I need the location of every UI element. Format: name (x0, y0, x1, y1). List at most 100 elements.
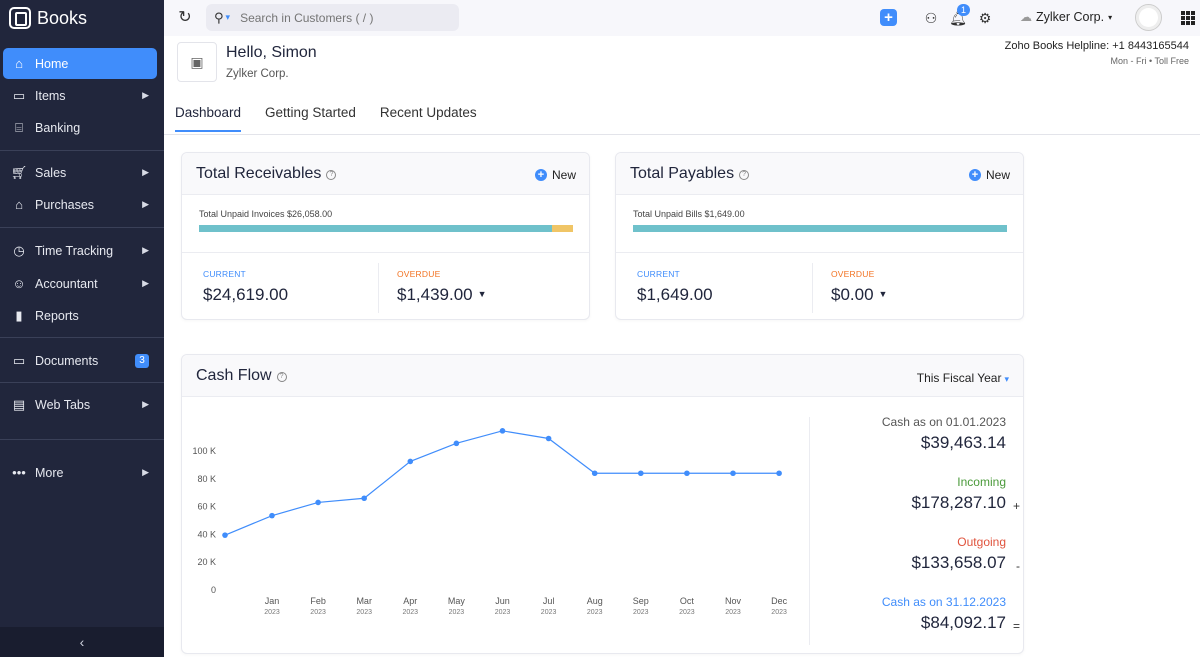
chevron-left-icon: ‹ (79, 634, 85, 650)
sidebar-item-label: Time Tracking (35, 243, 114, 258)
sidebar-item-time-tracking[interactable]: ◷ Time Tracking ▶ (3, 235, 157, 266)
chevron-right-icon: ▶ (142, 199, 149, 209)
y-tick-label: 100 K (192, 446, 216, 456)
sidebar-item-web-tabs[interactable]: ▤ Web Tabs ▶ (3, 389, 157, 420)
current-amount[interactable]: $24,619.00 (203, 285, 289, 304)
card-title: Total Payables? (630, 165, 750, 183)
sidebar-item-label: More (35, 465, 64, 480)
sidebar-item-label: Reports (35, 308, 79, 323)
overdue-amount[interactable]: $1,439.00 ▼ (397, 285, 487, 304)
org-switcher[interactable]: ☁ Zylker Corp. ▾ (1020, 10, 1112, 24)
x-tick-sublabel: 2023 (310, 609, 326, 616)
app-grid-icon[interactable] (1181, 11, 1195, 25)
sidebar-item-accountant[interactable]: ☺ Accountant ▶ (3, 268, 157, 299)
closing-label: Cash as on 31.12.2023 (881, 595, 1006, 609)
sidebar-item-sales[interactable]: 🛒︎ Sales ▶ (3, 157, 157, 188)
x-tick-sublabel: 2023 (264, 609, 280, 616)
new-label: New (985, 168, 1010, 182)
home-icon: ⌂ (15, 56, 23, 71)
avatar[interactable] (1135, 4, 1162, 31)
chevron-down-icon[interactable]: ▾ (225, 12, 231, 22)
org-name: Zylker Corp. (1036, 10, 1105, 24)
items-icon: ▭ (12, 87, 26, 103)
sidebar-item-banking[interactable]: ⌸ Banking (3, 112, 157, 143)
divider (616, 252, 1023, 253)
incoming: Incoming $178,287.10 + (911, 475, 1020, 513)
help-icon[interactable]: ? (276, 371, 287, 382)
sidebar-item-label: Sales (35, 165, 67, 180)
cart-icon: 🛒︎ (10, 164, 28, 180)
chevron-right-icon: ▶ (142, 167, 149, 177)
y-tick-label: 0 (211, 585, 216, 595)
sidebar-item-more[interactable]: ••• More ▶ (3, 457, 157, 488)
sidebar-item-label: Documents (35, 353, 99, 368)
search-bar[interactable]: ⚲ ▾ (206, 4, 459, 31)
divider (182, 252, 589, 253)
current-label: CURRENT (203, 269, 246, 279)
folder-icon: ▭ (12, 352, 26, 368)
x-tick-sublabel: 2023 (587, 609, 603, 616)
x-tick-sublabel: 2023 (356, 609, 372, 616)
card-title: Total Receivables? (196, 165, 337, 183)
search-icon[interactable]: ⚲ (214, 9, 224, 25)
new-invoice-button[interactable]: + New (534, 168, 576, 182)
webtabs-icon: ▤ (12, 396, 26, 412)
data-point (407, 458, 414, 465)
tab-getting-started[interactable]: Getting Started (265, 105, 356, 120)
org-logo-icon[interactable]: ▣ (177, 42, 217, 82)
x-tick-label: Jun (495, 596, 510, 606)
equals-sign: = (1012, 619, 1020, 633)
help-icon[interactable]: ? (326, 169, 337, 180)
new-bill-button[interactable]: + New (968, 168, 1010, 182)
y-tick-label: 60 K (197, 502, 216, 512)
sidebar-item-items[interactable]: ▭ Items ▶ (3, 80, 157, 111)
new-label: New (551, 168, 576, 182)
refresh-icon[interactable]: ↻ (178, 9, 192, 26)
dashboard-tabs: Dashboard Getting Started Recent Updates (175, 100, 501, 132)
period-selector[interactable]: This Fiscal Year ▾ (916, 371, 1009, 385)
overdue-amount[interactable]: $0.00 ▼ (831, 285, 888, 304)
current-amount[interactable]: $1,649.00 (637, 285, 713, 304)
caret-down-icon: ▼ (477, 289, 487, 299)
sidebar-item-label: Items (35, 88, 66, 103)
cash-flow-card: Cash Flow? This Fiscal Year ▾ 0 20 K 40 K 60… (181, 354, 1024, 654)
users-icon[interactable]: ⚇ (924, 9, 938, 26)
overdue-label: OVERDUE (831, 269, 875, 279)
x-tick-label: Jan (265, 596, 280, 606)
help-icon[interactable]: ? (739, 169, 750, 180)
data-point (684, 470, 690, 477)
sidebar-item-purchases[interactable]: ⌂ Purchases ▶ (3, 189, 157, 220)
sidebar-item-documents[interactable]: ▭ Documents 3 (3, 345, 157, 376)
x-tick-sublabel: 2023 (495, 609, 511, 616)
y-tick-label: 40 K (197, 529, 216, 539)
plus-sign: + (1012, 499, 1020, 513)
data-point (591, 470, 598, 477)
gear-icon[interactable]: ⚙ (978, 9, 992, 26)
search-input[interactable] (240, 10, 441, 25)
collapse-sidebar-button[interactable]: ‹ (0, 627, 164, 657)
top-bar: ↻ ⚲ ▾ + ⚇ 🔔︎ 1 ⚙ ☁ Zylker Corp. ▾ (164, 0, 1200, 36)
minus-sign: - (1016, 559, 1020, 573)
sidebar-item-label: Web Tabs (35, 397, 91, 412)
x-tick-label: May (448, 596, 466, 606)
x-tick-sublabel: 2023 (403, 609, 419, 616)
x-tick-label: Mar (356, 596, 372, 606)
tab-recent-updates[interactable]: Recent Updates (379, 105, 477, 120)
divider (378, 263, 379, 313)
outgoing: Outgoing $133,658.07 - (911, 535, 1020, 573)
progress-fill (199, 225, 553, 232)
tab-dashboard[interactable]: Dashboard (175, 100, 242, 132)
outgoing-label: Outgoing (957, 535, 1006, 549)
quick-create-button[interactable]: + (880, 9, 897, 26)
outgoing-value: $133,658.07 (911, 553, 1006, 572)
sidebar-item-reports[interactable]: ▮ Reports (3, 300, 157, 331)
sidebar-item-home[interactable]: ⌂ Home (3, 48, 157, 79)
plus-icon: + (534, 169, 547, 181)
closing-value: $84,092.17 (920, 613, 1006, 632)
timer-icon: ◷ (13, 242, 25, 258)
divider (812, 263, 813, 313)
cash-flow-chart: 0 20 K 40 K 60 K 80 K 100 K Jan 2023 Feb 2023 Mar 2… (192, 428, 788, 616)
sidebar-item-label: Purchases (35, 197, 95, 212)
brand[interactable]: Books (0, 0, 164, 36)
divider (0, 382, 164, 383)
